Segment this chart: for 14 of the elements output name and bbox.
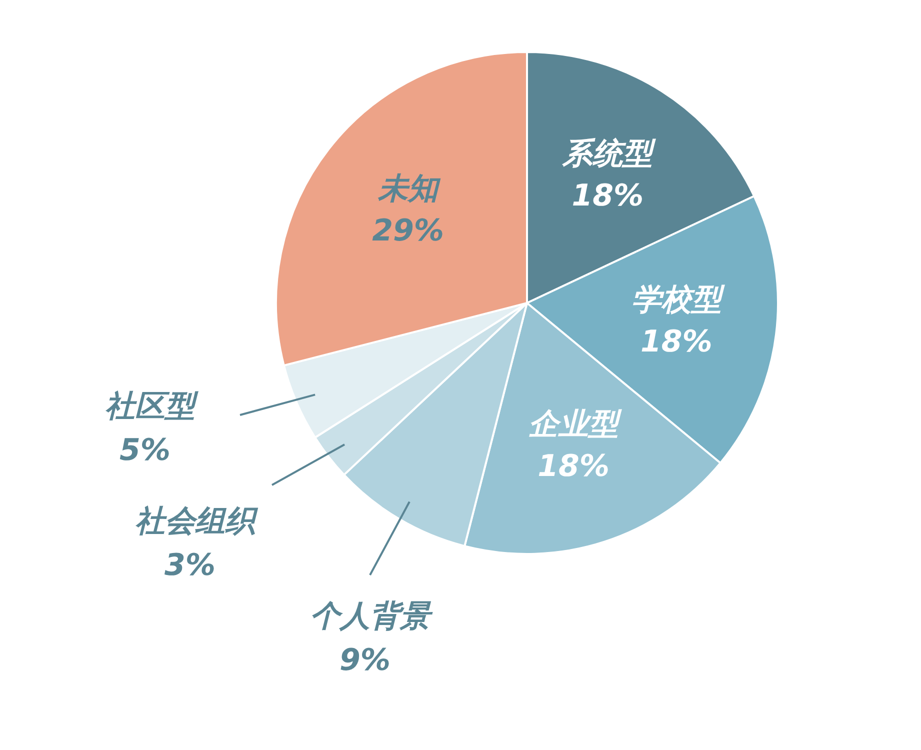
slice-label: 学校型 bbox=[631, 282, 726, 318]
data-label: 29% bbox=[372, 213, 444, 248]
slice-label: 系统型 bbox=[562, 136, 657, 172]
data-label: 5% bbox=[120, 432, 170, 468]
data-label: 18% bbox=[640, 324, 712, 360]
data-label: 9% bbox=[340, 642, 390, 678]
slice-label: 个人背景 bbox=[310, 598, 433, 634]
slice-label: 社会组织 bbox=[135, 504, 259, 539]
slice-label: 企业型 bbox=[528, 407, 623, 442]
data-label: 18% bbox=[572, 178, 644, 214]
slice-label: 未知 bbox=[377, 171, 442, 206]
data-label: 3% bbox=[164, 548, 216, 583]
slice-label: 社区型 bbox=[105, 388, 199, 424]
data-label: 18% bbox=[538, 449, 610, 484]
